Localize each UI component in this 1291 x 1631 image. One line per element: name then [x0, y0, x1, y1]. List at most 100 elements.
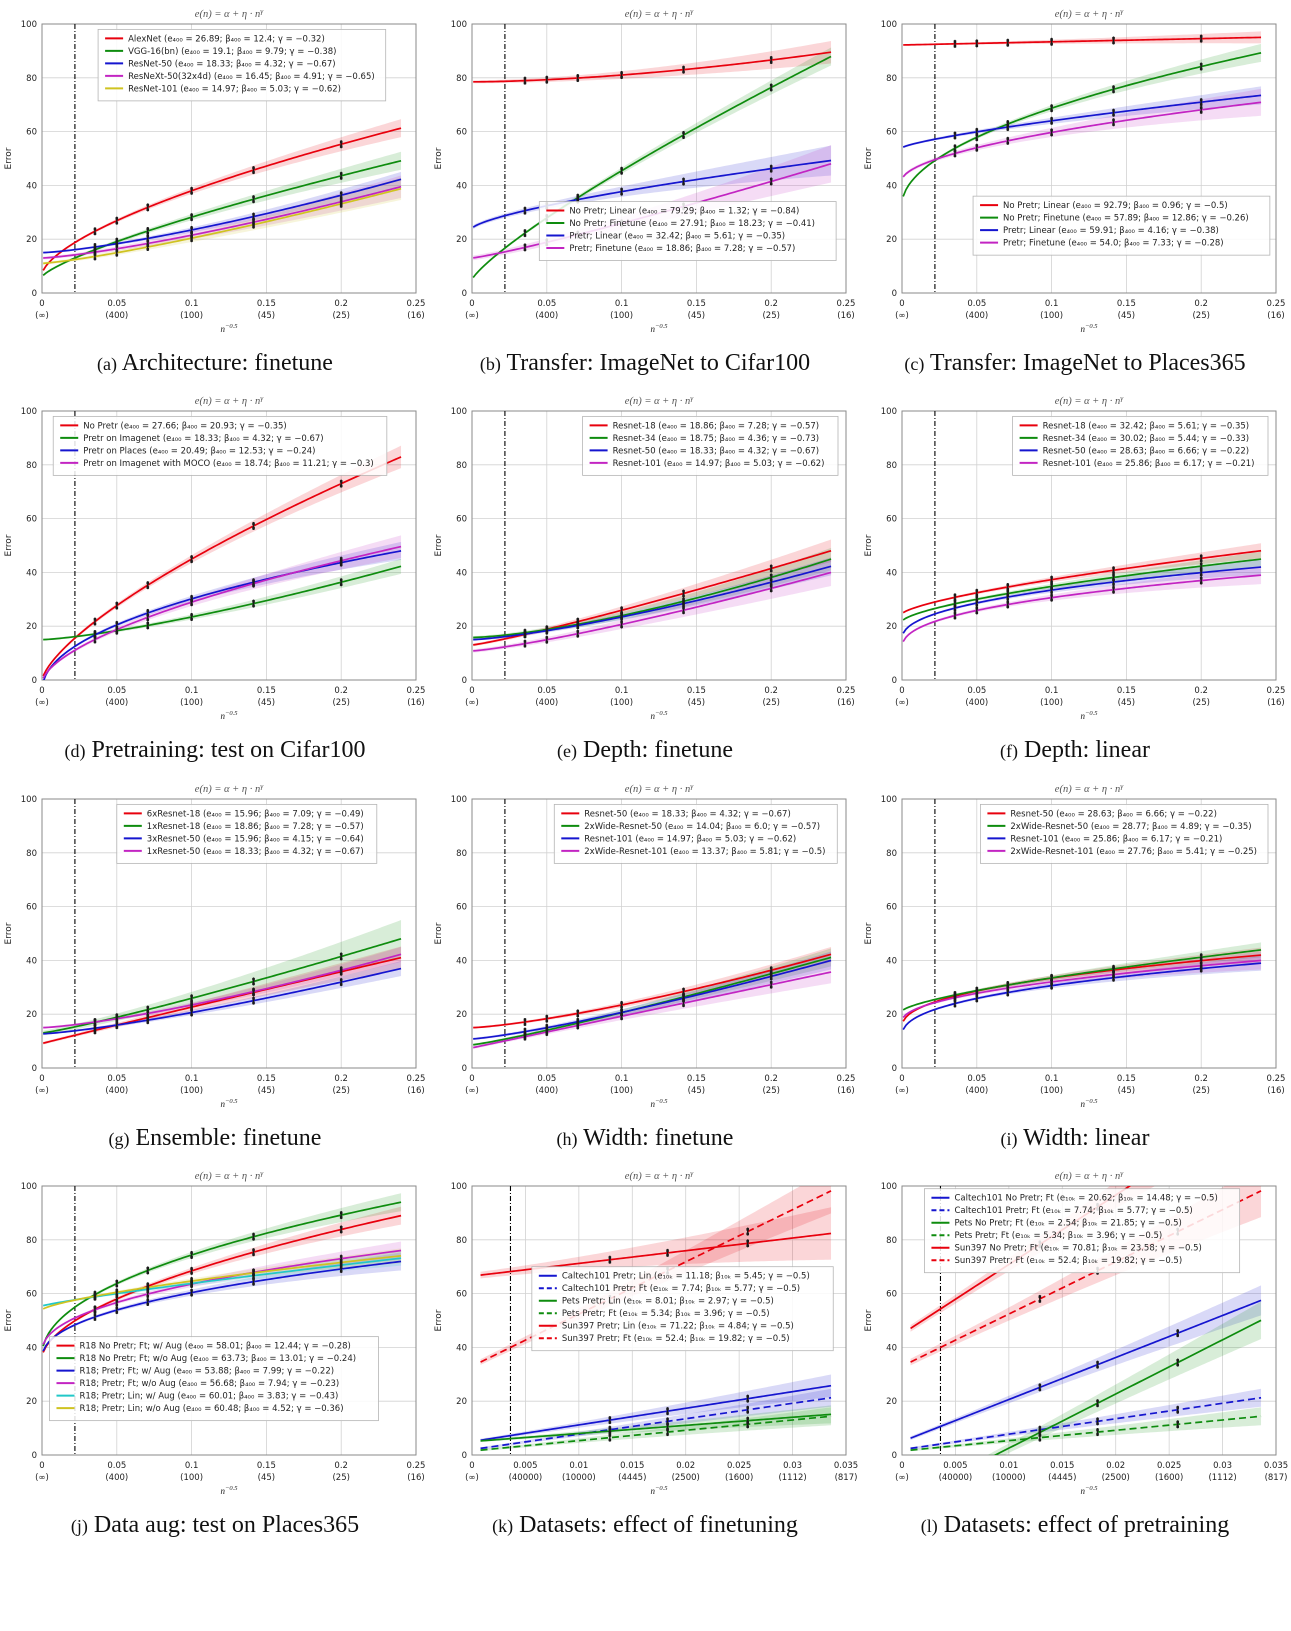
- data-point: [1112, 975, 1115, 978]
- x-tick-label: 0.25: [837, 686, 856, 696]
- y-tick-label: 100: [881, 407, 897, 417]
- x-tick-count: (45): [688, 1086, 705, 1096]
- x-tick-count: (817): [835, 1473, 858, 1483]
- data-point: [953, 154, 957, 158]
- y-tick-label: 100: [21, 1182, 37, 1192]
- data-point: [1199, 957, 1203, 961]
- data-point: [953, 594, 957, 597]
- x-tick-label: 0: [39, 1074, 44, 1084]
- legend-label: Resnet-101 (e₄₀₀ = 14.97; β₄₀₀ = 5.03; γ…: [584, 834, 796, 844]
- data-point: [115, 1288, 119, 1292]
- data-point: [93, 1018, 97, 1021]
- data-point: [975, 589, 979, 593]
- legend: Resnet-50 (e₄₀₀ = 28.63; β₄₀₀ = 6.66; γ …: [980, 803, 1269, 864]
- series-curve: [910, 1415, 1262, 1451]
- x-tick-label: 0.05: [537, 299, 556, 309]
- chart-ensemble-finetune: 6xResnet-18 (e₄₀₀ = 15.96; β₄₀₀ = 7.09; …: [4, 781, 426, 1109]
- data-point: [682, 607, 685, 610]
- confidence-band: [43, 445, 402, 678]
- y-tick-label: 80: [456, 848, 467, 858]
- legend-label: Resnet-50 (e₄₀₀ = 18.33; β₄₀₀ = 4.32; γ …: [584, 809, 791, 819]
- legend-label: AlexNet (e₄₀₀ = 26.89; β₄₀₀ = 12.4; γ = …: [128, 34, 325, 44]
- panel-h-caption: (h) Width: finetune: [430, 1114, 860, 1166]
- y-tick-label: 0: [892, 1064, 897, 1074]
- data-point: [576, 626, 580, 630]
- data-point: [523, 243, 527, 247]
- x-tick-label: 0.1: [615, 1074, 629, 1084]
- caption-text: Pretraining: test on Cifar100: [91, 737, 366, 764]
- data-point: [953, 44, 957, 48]
- data-point: [620, 192, 623, 196]
- data-point: [339, 198, 343, 201]
- chart-title: e(n) = α + η · nγ: [625, 7, 694, 21]
- x-tick-count: (∞): [465, 698, 479, 708]
- data-point: [1112, 578, 1115, 582]
- chart-title: e(n) = α + η · nγ: [1055, 1168, 1124, 1182]
- data-point: [339, 176, 343, 180]
- legend-label: 2xWide-Resnet-101 (e₄₀₀ = 13.37; β₄₀₀ = …: [584, 847, 825, 857]
- plot-frame: [901, 410, 1277, 681]
- data-point: [953, 612, 957, 615]
- legend-label: R18 No Pretr; Ft; w/o Aug (e₄₀₀ = 63.73;…: [79, 1354, 356, 1364]
- data-point: [682, 600, 685, 603]
- data-point: [190, 1277, 193, 1281]
- y-tick-label: 20: [26, 1397, 37, 1407]
- data-point: [252, 1237, 255, 1241]
- y-tick-label: 40: [886, 1343, 897, 1353]
- x-tick-label: 0.25: [1267, 686, 1286, 696]
- data-point: [620, 1008, 623, 1012]
- axis-ticks: 0 (∞) 0.005 (40000) 0.01 (10000) 0.015 (4445) 0.…: [451, 1182, 858, 1483]
- data-point: [1112, 123, 1115, 126]
- data-point: [146, 581, 150, 585]
- x-tick-label: 0.25: [407, 1461, 426, 1471]
- y-tick-label: 20: [886, 1010, 897, 1020]
- x-tick-count: (25): [762, 1086, 779, 1096]
- y-axis-label: Error: [864, 1309, 874, 1331]
- data-point: [1038, 1434, 1042, 1437]
- plot-frame: [471, 23, 847, 294]
- chart-title: e(n) = α + η · nγ: [625, 781, 694, 795]
- x-tick-count: (16): [407, 311, 424, 321]
- data-point: [146, 609, 150, 613]
- x-tick-label: 0.01: [999, 1461, 1018, 1471]
- x-tick-label: 0.05: [967, 1074, 986, 1084]
- x-tick-label: 0: [39, 686, 44, 696]
- data-point: [682, 178, 685, 181]
- caption-tag: (k): [492, 1515, 514, 1536]
- y-tick-label: 20: [886, 623, 897, 633]
- data-point: [523, 229, 527, 233]
- confidence-band: [43, 946, 402, 1045]
- series-curve: [480, 1384, 832, 1441]
- data-point: [1050, 133, 1053, 137]
- data-point: [190, 1005, 193, 1009]
- data-point: [115, 1293, 119, 1296]
- data-point: [620, 1005, 623, 1009]
- data-point: [1199, 106, 1203, 109]
- data-point: [190, 226, 193, 230]
- data-point: [190, 187, 193, 190]
- data-point: [115, 1311, 119, 1314]
- data-point: [666, 1417, 669, 1421]
- data-point: [769, 61, 773, 64]
- data-point: [252, 977, 255, 981]
- x-tick-count: (16): [1267, 1086, 1284, 1096]
- data-point: [146, 1014, 150, 1017]
- series-layer: [902, 543, 1262, 644]
- x-tick-label: 0: [469, 1461, 474, 1471]
- y-tick-label: 100: [881, 795, 897, 805]
- data-point: [769, 182, 773, 186]
- y-axis-label: Error: [434, 535, 444, 557]
- x-tick-label: 0.02: [1106, 1461, 1125, 1471]
- x-tick-label: 0.15: [687, 299, 706, 309]
- x-tick-label: 0.15: [1117, 686, 1136, 696]
- series-layer: [42, 445, 402, 681]
- legend-label: R18; Pretr; Lin; w/ Aug (e₄₀₀ = 60.01; β…: [79, 1392, 338, 1402]
- axis-ticks: 0 (∞) 0.05 (400) 0.1 (100) 0.15 (45) 0.2 (25) 0.25…: [21, 1182, 426, 1483]
- data-point: [339, 966, 343, 969]
- data-point: [93, 1297, 97, 1300]
- data-point: [1050, 586, 1053, 590]
- x-tick-label: 0.25: [407, 1074, 426, 1084]
- data-point: [1096, 1365, 1099, 1369]
- data-point: [576, 1014, 580, 1017]
- confidence-band: [480, 1405, 832, 1442]
